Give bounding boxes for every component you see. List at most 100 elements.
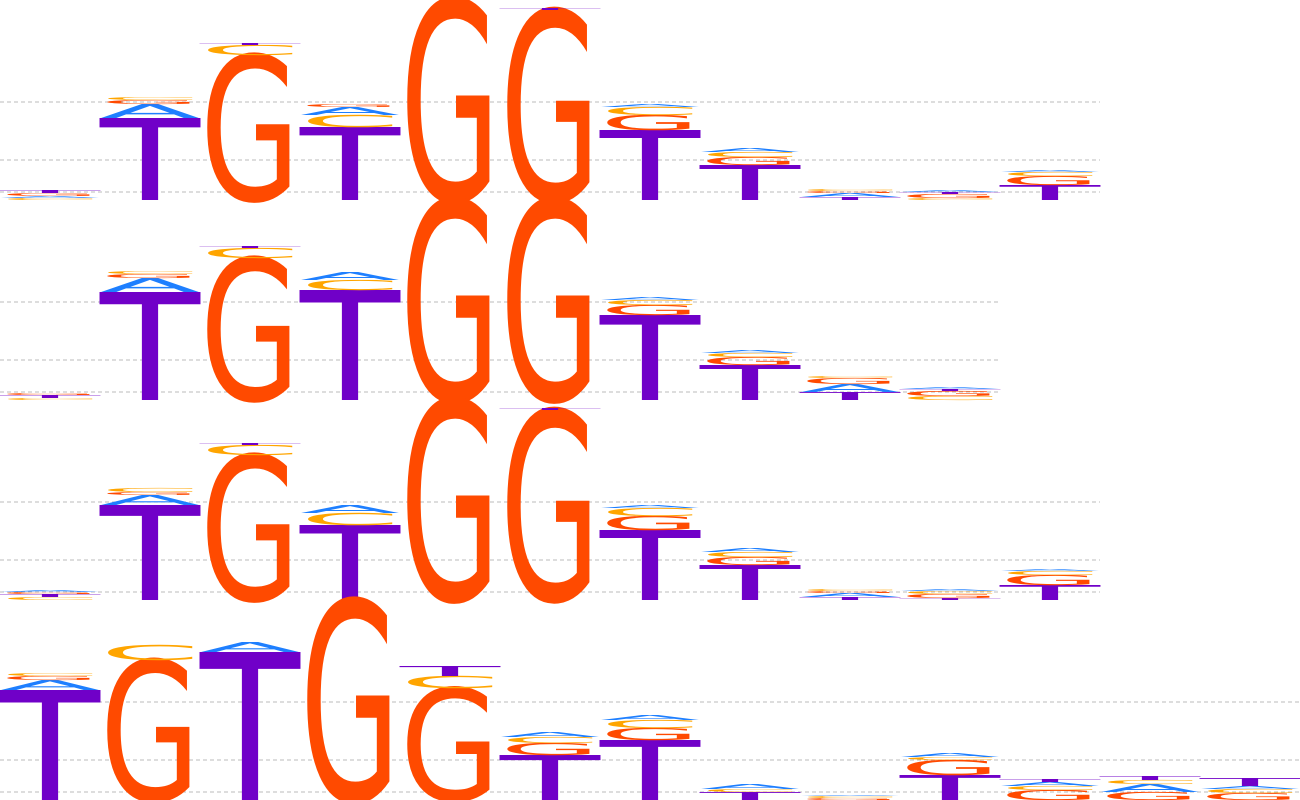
letter: A xyxy=(600,103,700,108)
letter: T xyxy=(998,181,1102,205)
letter: G xyxy=(600,725,700,744)
letter: G xyxy=(400,0,500,265)
letter: C xyxy=(900,197,1000,200)
letter: C xyxy=(900,590,1000,595)
letter: C xyxy=(0,672,100,677)
letter: T xyxy=(898,768,1001,800)
letter: T xyxy=(698,356,802,412)
letter: C xyxy=(700,788,800,793)
letter: G xyxy=(700,155,800,168)
letter: T xyxy=(398,663,501,679)
letter: T xyxy=(0,189,102,194)
letter: T xyxy=(898,388,1002,391)
letter: A xyxy=(100,274,200,296)
letter: A xyxy=(600,714,700,722)
letter: G xyxy=(1000,572,1100,588)
letter: A xyxy=(800,382,901,395)
letter: C xyxy=(900,756,1000,761)
letter: A xyxy=(900,189,1000,192)
letter: A xyxy=(1000,169,1100,172)
letter: T xyxy=(598,512,702,624)
letter: C xyxy=(800,188,900,191)
letter: T xyxy=(598,292,700,428)
letter: A xyxy=(1000,781,1100,787)
letter: T xyxy=(798,390,902,403)
letter: T xyxy=(998,581,1102,605)
letter: C xyxy=(600,299,700,307)
letter: G xyxy=(100,623,200,800)
letter: A xyxy=(900,752,1000,758)
letter: T xyxy=(898,191,1002,194)
letter: C xyxy=(800,588,900,591)
letter: C xyxy=(700,551,800,559)
letter: T xyxy=(98,96,201,227)
letter: G xyxy=(0,675,100,681)
letter: A xyxy=(800,592,900,598)
letter: G xyxy=(900,193,1000,199)
letter: T xyxy=(698,556,802,612)
letter: T xyxy=(498,743,600,800)
letter: T xyxy=(598,112,702,224)
letter: T xyxy=(299,261,401,437)
letter: T xyxy=(498,7,602,10)
letter: G xyxy=(400,658,500,800)
letter: C xyxy=(500,735,600,745)
letter: T xyxy=(0,661,101,800)
letter: G xyxy=(300,545,400,800)
letter: T xyxy=(698,156,802,212)
letter: T xyxy=(99,263,201,435)
letter: G xyxy=(100,273,200,279)
letter: G xyxy=(900,593,1000,599)
letter: C xyxy=(600,506,700,519)
letter: G xyxy=(800,590,900,593)
letter: G xyxy=(200,417,300,648)
letter: A xyxy=(800,795,900,797)
letter: A xyxy=(100,492,200,508)
letter: C xyxy=(300,112,400,131)
letter: C xyxy=(300,277,400,293)
letter: C xyxy=(700,352,800,358)
letter: T xyxy=(198,442,302,445)
letter: C xyxy=(600,105,700,118)
letter: G xyxy=(0,591,100,594)
letter: C xyxy=(700,151,800,159)
letter: C xyxy=(800,375,900,378)
letter: G xyxy=(900,756,1000,780)
letter: T xyxy=(698,790,802,800)
letter: C xyxy=(1000,785,1100,791)
letter: A xyxy=(300,270,401,283)
letter: A xyxy=(0,589,100,592)
letter: G xyxy=(1100,790,1200,800)
letter: A xyxy=(600,504,700,509)
letter: C xyxy=(200,442,300,458)
letter: G xyxy=(400,145,500,465)
letter: T xyxy=(798,196,902,201)
letter: A xyxy=(700,547,800,553)
letter: G xyxy=(800,376,900,386)
letter: G xyxy=(500,0,600,262)
letter: C xyxy=(200,42,300,58)
letter: T xyxy=(199,611,301,800)
letter: G xyxy=(700,555,800,568)
letter: C xyxy=(100,487,200,493)
letter: G xyxy=(100,99,200,105)
letter: C xyxy=(0,197,100,200)
letter: C xyxy=(300,510,400,529)
letter: A xyxy=(600,296,700,301)
letter: G xyxy=(600,302,700,318)
letter: A xyxy=(200,639,300,655)
letter: A xyxy=(300,105,401,118)
letter: T xyxy=(1098,775,1202,781)
letter: G xyxy=(700,355,800,368)
letter: G xyxy=(600,111,700,135)
letter: C xyxy=(900,395,1000,401)
letter: C xyxy=(1200,788,1300,794)
letter: G xyxy=(1000,174,1100,188)
letter: G xyxy=(600,512,700,534)
letter: G xyxy=(800,190,900,193)
